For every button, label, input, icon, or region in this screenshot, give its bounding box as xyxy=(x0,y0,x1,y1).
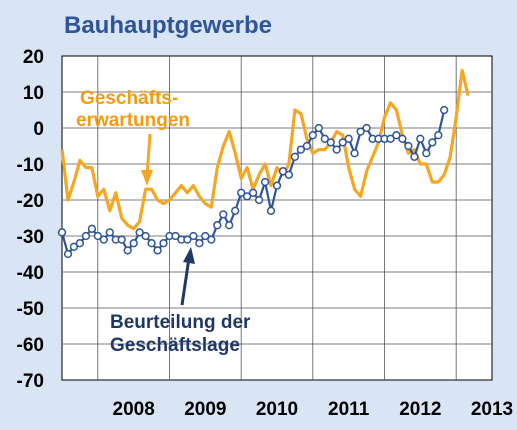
data-point-lage xyxy=(231,206,240,215)
data-point-lage xyxy=(266,206,276,215)
data-point-lage xyxy=(219,210,228,219)
annotation-lage-line2: Geschäftslage xyxy=(110,335,240,356)
arrowhead-erwartungen xyxy=(141,170,153,186)
data-point-lage xyxy=(213,221,222,230)
data-point-lage xyxy=(350,149,359,158)
data-point-lage xyxy=(201,231,210,241)
data-point-lage xyxy=(123,246,132,255)
data-point-lage xyxy=(278,167,288,176)
data-point-lage xyxy=(189,231,198,241)
data-point-lage xyxy=(320,134,329,143)
data-point-lage xyxy=(135,228,144,237)
y-axis-ticks: 20 10 0 -10 -20 -30 -40 -50 -60 -70 xyxy=(17,47,44,392)
data-point-lage xyxy=(302,141,312,151)
series-line-erwartungen xyxy=(60,68,470,231)
data-point-lage xyxy=(63,249,73,259)
data-point-lage xyxy=(338,138,347,147)
x-tick-label: 2008 xyxy=(113,399,155,420)
data-point-lage xyxy=(392,131,401,140)
data-point-lage xyxy=(428,138,437,147)
x-tick-label: 2011 xyxy=(328,399,370,420)
arrowhead-lage xyxy=(183,247,195,264)
data-point-lage xyxy=(386,134,395,143)
data-point-lage xyxy=(416,134,425,143)
annotations: Geschäfts-erwartungen Beurteilung derGesc… xyxy=(76,88,251,356)
data-point-lage xyxy=(207,235,216,244)
y-tick-label: -10 xyxy=(17,155,44,176)
y-tick-label: -60 xyxy=(17,335,44,356)
x-tick-label: 2010 xyxy=(256,399,298,420)
data-point-lage xyxy=(87,224,97,233)
data-point-lage xyxy=(242,192,252,201)
data-point-lage xyxy=(225,221,234,230)
data-point-lage xyxy=(69,242,79,251)
data-point-lage xyxy=(296,145,306,154)
data-point-lage xyxy=(272,181,282,190)
data-point-lage xyxy=(422,149,431,158)
data-point-lage xyxy=(404,141,413,151)
x-axis-ticks: 2008 2009 2010 2011 2012 2013 xyxy=(113,399,514,420)
data-point-lage xyxy=(362,123,371,133)
x-tick-label: 2013 xyxy=(471,399,513,420)
data-point-lage xyxy=(308,131,317,140)
y-tick-label: -40 xyxy=(17,263,44,284)
data-point-lage xyxy=(314,123,323,133)
data-point-lage xyxy=(117,235,126,244)
y-tick-label: -50 xyxy=(17,299,44,320)
data-point-lage xyxy=(290,152,300,161)
data-point-lage xyxy=(410,152,419,161)
data-point-lage xyxy=(183,235,192,244)
data-point-lage xyxy=(147,239,156,248)
data-point-lage xyxy=(284,170,294,179)
data-point-lage xyxy=(195,239,204,248)
x-tick-label: 2012 xyxy=(399,399,441,420)
data-point-lage xyxy=(344,134,353,143)
y-tick-label: -30 xyxy=(17,227,44,248)
plot-area xyxy=(61,55,493,381)
data-point-lage xyxy=(81,231,91,241)
data-point-lage xyxy=(440,105,449,115)
data-point-lage xyxy=(254,195,264,205)
y-tick-label: 20 xyxy=(23,47,44,68)
annotation-lage-line1: Beurteilung der xyxy=(110,312,251,333)
data-point-lage xyxy=(237,188,246,197)
data-point-lage xyxy=(99,235,108,244)
data-point-lage xyxy=(171,231,180,241)
data-point-lage xyxy=(57,228,67,237)
data-point-lage xyxy=(105,228,114,237)
annotation-erwartungen-line2: erwartungen xyxy=(76,110,190,131)
x-tick-label: 2009 xyxy=(184,399,226,420)
y-tick-label: 10 xyxy=(23,83,44,104)
data-point-lage xyxy=(260,177,270,187)
series-group xyxy=(57,68,470,259)
data-point-lage xyxy=(434,131,443,140)
data-point-lage xyxy=(129,239,138,248)
data-point-lage xyxy=(141,231,150,241)
arrow-lage xyxy=(180,257,191,306)
y-tick-label: 0 xyxy=(33,119,44,140)
arrow-erwartungen xyxy=(145,133,152,177)
data-point-lage xyxy=(248,188,258,197)
chart-title: Bauhauptgewerbe xyxy=(64,12,273,39)
data-point-lage xyxy=(75,239,85,248)
data-point-lage xyxy=(398,134,407,143)
annotation-erwartungen-line1: Geschäfts- xyxy=(80,88,178,109)
y-tick-label: -20 xyxy=(17,191,44,212)
data-point-lage xyxy=(159,239,168,248)
data-point-lage xyxy=(332,145,341,154)
data-point-lage xyxy=(326,138,335,147)
y-tick-label: -70 xyxy=(17,371,44,392)
data-point-lage xyxy=(93,231,102,241)
data-point-lage xyxy=(153,246,162,255)
data-point-lage xyxy=(356,127,365,136)
